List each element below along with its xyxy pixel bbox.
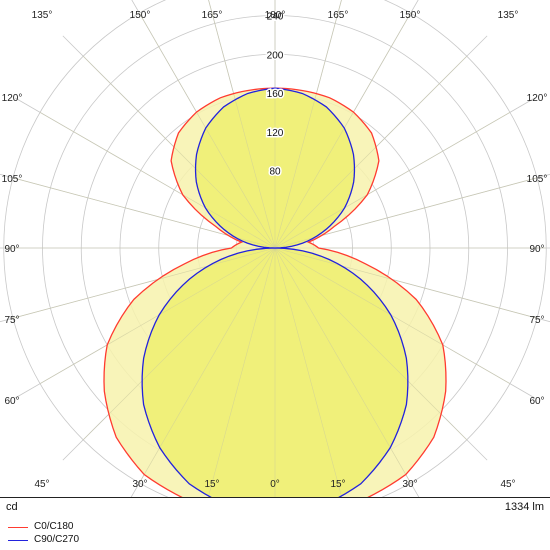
angle-label: 105° xyxy=(527,174,548,185)
angle-label: 105° xyxy=(2,174,23,185)
inner-grid-line xyxy=(274,12,411,249)
angle-label: 45° xyxy=(34,479,49,490)
legend-label-c0: C0/C180 xyxy=(34,521,74,532)
inner-grid-line xyxy=(274,247,411,484)
angle-label: 180° xyxy=(265,10,286,21)
angle-label: 45° xyxy=(500,479,515,490)
inner-grid-line xyxy=(12,247,276,319)
angle-label: 135° xyxy=(498,10,519,21)
inner-grid-line xyxy=(274,247,468,441)
angle-label: 30° xyxy=(132,479,147,490)
inner-grid-line xyxy=(274,0,342,249)
radial-tick-label: 160 xyxy=(267,89,284,100)
inner-grid-line xyxy=(208,0,276,249)
inner-grid-line xyxy=(274,55,468,249)
legend-swatch-c90 xyxy=(8,539,28,541)
legend-item-c90: C90/C270 xyxy=(8,534,79,546)
luminous-flux-label: 1334 lm xyxy=(504,501,544,513)
legend-item-c0: C0/C180 xyxy=(8,521,79,533)
inner-grid-line xyxy=(39,247,276,384)
angle-label: 150° xyxy=(400,10,421,21)
radial-tick-label: 240 xyxy=(267,12,284,23)
radial-tick-label: 120 xyxy=(267,128,284,139)
inner-grid-line xyxy=(139,12,276,249)
unit-label: cd xyxy=(6,501,18,513)
angle-label: 90° xyxy=(4,244,19,255)
angle-label: 30° xyxy=(402,479,417,490)
inner-grid-line xyxy=(39,112,276,249)
inner-grid-line xyxy=(82,247,276,441)
polar-chart: 80120160200240280135°150°165°180°165°150… xyxy=(0,0,550,497)
angle-label: 0° xyxy=(270,479,280,490)
legend: C0/C180 C90/C270 xyxy=(8,521,79,547)
angle-label: 120° xyxy=(527,93,548,104)
inner-grid-line xyxy=(274,247,538,319)
radial-tick-label: 80 xyxy=(269,167,281,178)
angle-label: 60° xyxy=(529,396,544,407)
angle-label: 90° xyxy=(529,244,544,255)
angle-label: 135° xyxy=(32,10,53,21)
inner-grid-line xyxy=(12,177,276,249)
inner-grid-line xyxy=(274,177,538,249)
angle-label: 15° xyxy=(330,479,345,490)
inner-grid-line xyxy=(274,247,343,497)
curve-c90 xyxy=(141,87,409,497)
curves xyxy=(103,87,447,497)
inner-grid-line xyxy=(139,247,276,484)
inner-grid-line xyxy=(207,247,276,497)
labels: 80120160200240280135°150°165°180°165°150… xyxy=(2,10,548,490)
angle-label: 75° xyxy=(529,315,544,326)
legend-label-c90: C90/C270 xyxy=(34,534,80,545)
inner-grid-line xyxy=(274,112,511,249)
angle-label: 75° xyxy=(4,315,19,326)
inner-grid-line xyxy=(274,247,511,384)
radial-tick-label: 200 xyxy=(267,50,284,61)
angle-label: 120° xyxy=(2,93,23,104)
divider xyxy=(0,497,550,498)
angle-label: 165° xyxy=(202,10,223,21)
angle-label: 15° xyxy=(204,479,219,490)
legend-swatch-c0 xyxy=(8,526,28,528)
angle-label: 60° xyxy=(4,396,19,407)
angle-label: 165° xyxy=(328,10,349,21)
curve-fills xyxy=(3,0,547,497)
angle-label: 150° xyxy=(130,10,151,21)
inner-grid-line xyxy=(82,55,276,249)
